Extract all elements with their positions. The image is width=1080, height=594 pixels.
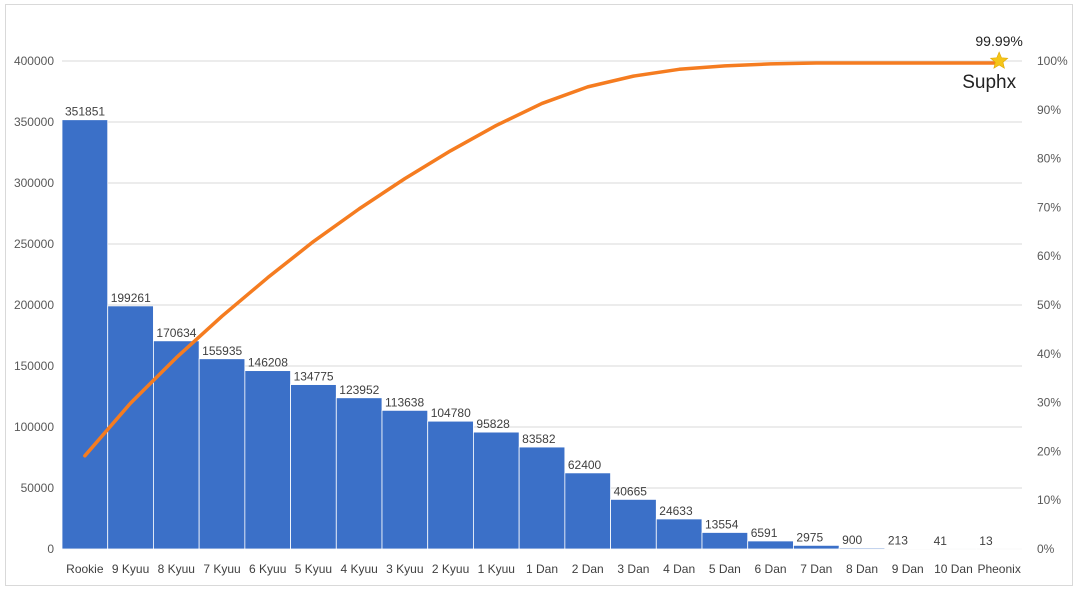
bar [427, 420, 474, 550]
y-right-tick-label: 90% [1037, 103, 1061, 117]
x-tick-label: 4 Kyuu [340, 562, 377, 576]
suphx-annotation: 99.99% Suphx [962, 33, 1023, 93]
bar [244, 370, 291, 550]
x-tick-label: 1 Kyuu [478, 562, 515, 576]
cumulative-line-path [83, 61, 1001, 458]
x-tick-label: Pheonix [977, 562, 1020, 576]
x-tick-label: 8 Dan [846, 562, 878, 576]
x-tick-label: 4 Dan [663, 562, 695, 576]
y-right-tick-label: 100% [1037, 54, 1068, 68]
cumulative-line [83, 61, 1001, 458]
y-right-tick-label: 10% [1037, 493, 1061, 507]
bar-value-label: 40665 [614, 484, 648, 498]
x-tick-label: 3 Dan [617, 562, 649, 576]
bar-value-label: 6591 [751, 526, 778, 540]
bar-value-label: 83582 [522, 432, 556, 446]
bar [747, 540, 794, 550]
bar [473, 431, 520, 550]
y-right-tick-label: 60% [1037, 249, 1061, 263]
y-right-tick-label: 70% [1037, 200, 1061, 214]
y-axis-left: 0 50000 100000 150000 200000 250000 300000 3500… [14, 54, 54, 556]
annotation-value-label: 99.99% [975, 33, 1022, 49]
y-left-tick-label: 0 [47, 542, 54, 556]
y-right-tick-label: 80% [1037, 152, 1061, 166]
bar [838, 547, 886, 550]
y-left-tick-label: 150000 [14, 359, 54, 373]
bar [61, 119, 109, 550]
y-left-tick-label: 100000 [14, 420, 54, 434]
bar [381, 409, 429, 550]
bar-value-label: 113638 [385, 395, 424, 409]
x-tick-label: 6 Dan [755, 562, 787, 576]
bar-value-label: 24633 [659, 504, 693, 518]
y-right-tick-label: 40% [1037, 347, 1061, 361]
bar-value-label: 95828 [476, 417, 510, 431]
bar-value-label: 104780 [431, 406, 471, 420]
bar [701, 532, 749, 550]
bar [655, 518, 703, 550]
x-tick-label: 7 Kyuu [203, 562, 240, 576]
y-right-tick-label: 50% [1037, 298, 1061, 312]
bar-value-label: 123952 [339, 383, 379, 397]
y-axis-right: 0% 10% 20% 30% 40% 50% 60% 70% 80% 90% 100% [1037, 54, 1068, 556]
bar [610, 498, 657, 550]
y-left-tick-label: 400000 [14, 54, 54, 68]
x-tick-label: 2 Dan [572, 562, 604, 576]
bar-value-label: 13 [979, 534, 993, 548]
bar [290, 384, 337, 550]
x-tick-label: 9 Dan [892, 562, 924, 576]
bar-value-label: 199261 [111, 291, 151, 305]
bar [793, 544, 840, 550]
bar [198, 358, 246, 550]
x-tick-label: 3 Kyuu [386, 562, 423, 576]
x-tick-label: Rookie [66, 562, 104, 576]
y-right-tick-label: 30% [1037, 396, 1061, 410]
bar-value-label: 351851 [65, 105, 105, 119]
bar-value-label: 146208 [248, 356, 288, 370]
x-tick-label: 5 Kyuu [295, 562, 332, 576]
bar-value-label: 13554 [705, 517, 739, 531]
bar [564, 472, 611, 550]
bar [518, 446, 566, 550]
y-right-tick-label: 20% [1037, 444, 1061, 458]
bar [153, 340, 200, 550]
x-tick-label: 5 Dan [709, 562, 741, 576]
bar-value-label: 134775 [294, 370, 334, 384]
bar-value-label: 2975 [796, 530, 823, 544]
bar [107, 305, 154, 550]
x-tick-label: 1 Dan [526, 562, 558, 576]
y-left-tick-label: 300000 [14, 176, 54, 190]
bar-value-label: 213 [888, 534, 908, 548]
bar-value-label: 155935 [202, 344, 242, 358]
bar-value-label: 41 [934, 534, 948, 548]
x-axis: Rookie 9 Kyuu 8 Kyuu 7 Kyuu 6 Kyuu 5 Kyuu 4 Ky… [66, 562, 1021, 576]
x-tick-label: 6 Kyuu [249, 562, 286, 576]
bar-value-label: 170634 [156, 326, 196, 340]
bar-value-labels: 351851 199261 170634 155935 146208 134775 1239… [65, 105, 993, 548]
bar-value-label: 62400 [568, 458, 602, 472]
bar-series [61, 119, 1023, 550]
y-left-tick-label: 50000 [21, 481, 55, 495]
annotation-name-label: Suphx [962, 72, 1016, 93]
y-right-tick-label: 0% [1037, 542, 1055, 556]
x-tick-label: 9 Kyuu [112, 562, 149, 576]
x-tick-label: 10 Dan [934, 562, 973, 576]
star-icon [989, 51, 1009, 69]
x-tick-label: 7 Dan [800, 562, 832, 576]
bar-value-label: 900 [842, 533, 862, 547]
y-left-tick-label: 250000 [14, 237, 54, 251]
x-tick-label: 8 Kyuu [158, 562, 195, 576]
x-tick-label: 2 Kyuu [432, 562, 469, 576]
bar [335, 397, 383, 550]
y-left-tick-label: 350000 [14, 115, 54, 129]
y-left-tick-label: 200000 [14, 298, 54, 312]
